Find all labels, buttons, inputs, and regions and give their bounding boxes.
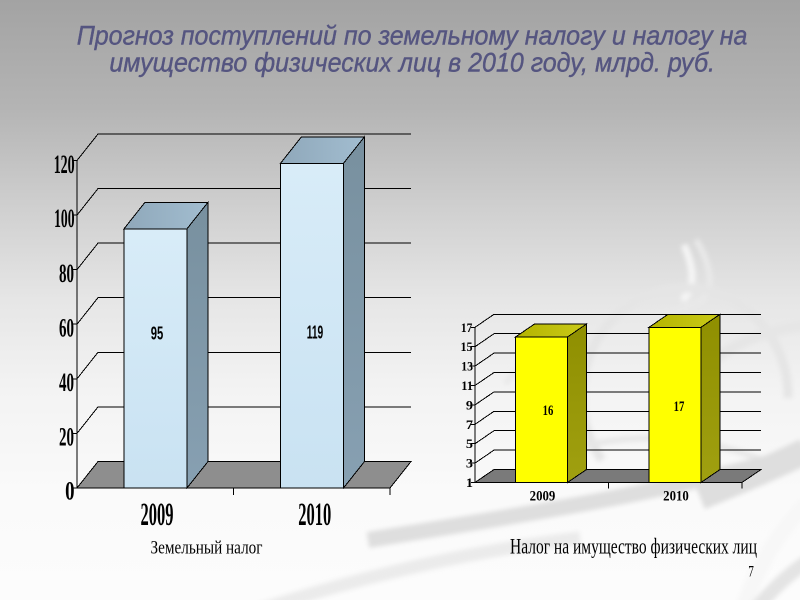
svg-text:95: 95 — [151, 324, 164, 344]
svg-text:1: 1 — [466, 475, 473, 490]
svg-text:11: 11 — [461, 378, 473, 393]
svg-text:имущество физических лиц в 201: имущество физических лиц в 2010 году, мл… — [109, 47, 715, 77]
svg-text:80: 80 — [59, 259, 74, 288]
svg-text:9: 9 — [466, 397, 474, 412]
svg-text:119: 119 — [307, 323, 324, 343]
svg-text:17: 17 — [461, 320, 473, 335]
svg-text:100: 100 — [54, 204, 74, 233]
svg-text:7: 7 — [748, 563, 754, 580]
svg-text:2010: 2010 — [663, 489, 689, 505]
svg-text:16: 16 — [543, 403, 554, 419]
svg-text:15: 15 — [461, 339, 474, 354]
svg-text:5: 5 — [466, 436, 474, 451]
svg-text:7: 7 — [466, 417, 474, 432]
svg-text:0: 0 — [65, 476, 74, 505]
svg-text:3: 3 — [466, 456, 474, 471]
svg-text:2009: 2009 — [141, 497, 174, 533]
svg-text:17: 17 — [674, 399, 685, 415]
svg-text:2009: 2009 — [530, 489, 556, 505]
svg-text:60: 60 — [59, 313, 74, 342]
svg-text:120: 120 — [54, 150, 75, 179]
svg-text:Налог на имущество физических: Налог на имущество физических лиц — [510, 534, 757, 559]
svg-text:2010: 2010 — [298, 497, 331, 533]
svg-text:13: 13 — [461, 359, 473, 374]
svg-text:40: 40 — [59, 368, 74, 397]
svg-text:Земельный налог: Земельный налог — [151, 538, 263, 559]
svg-text:Прогноз поступлений по земельн: Прогноз поступлений по земельному налогу… — [77, 20, 748, 50]
svg-text:20: 20 — [59, 423, 74, 452]
